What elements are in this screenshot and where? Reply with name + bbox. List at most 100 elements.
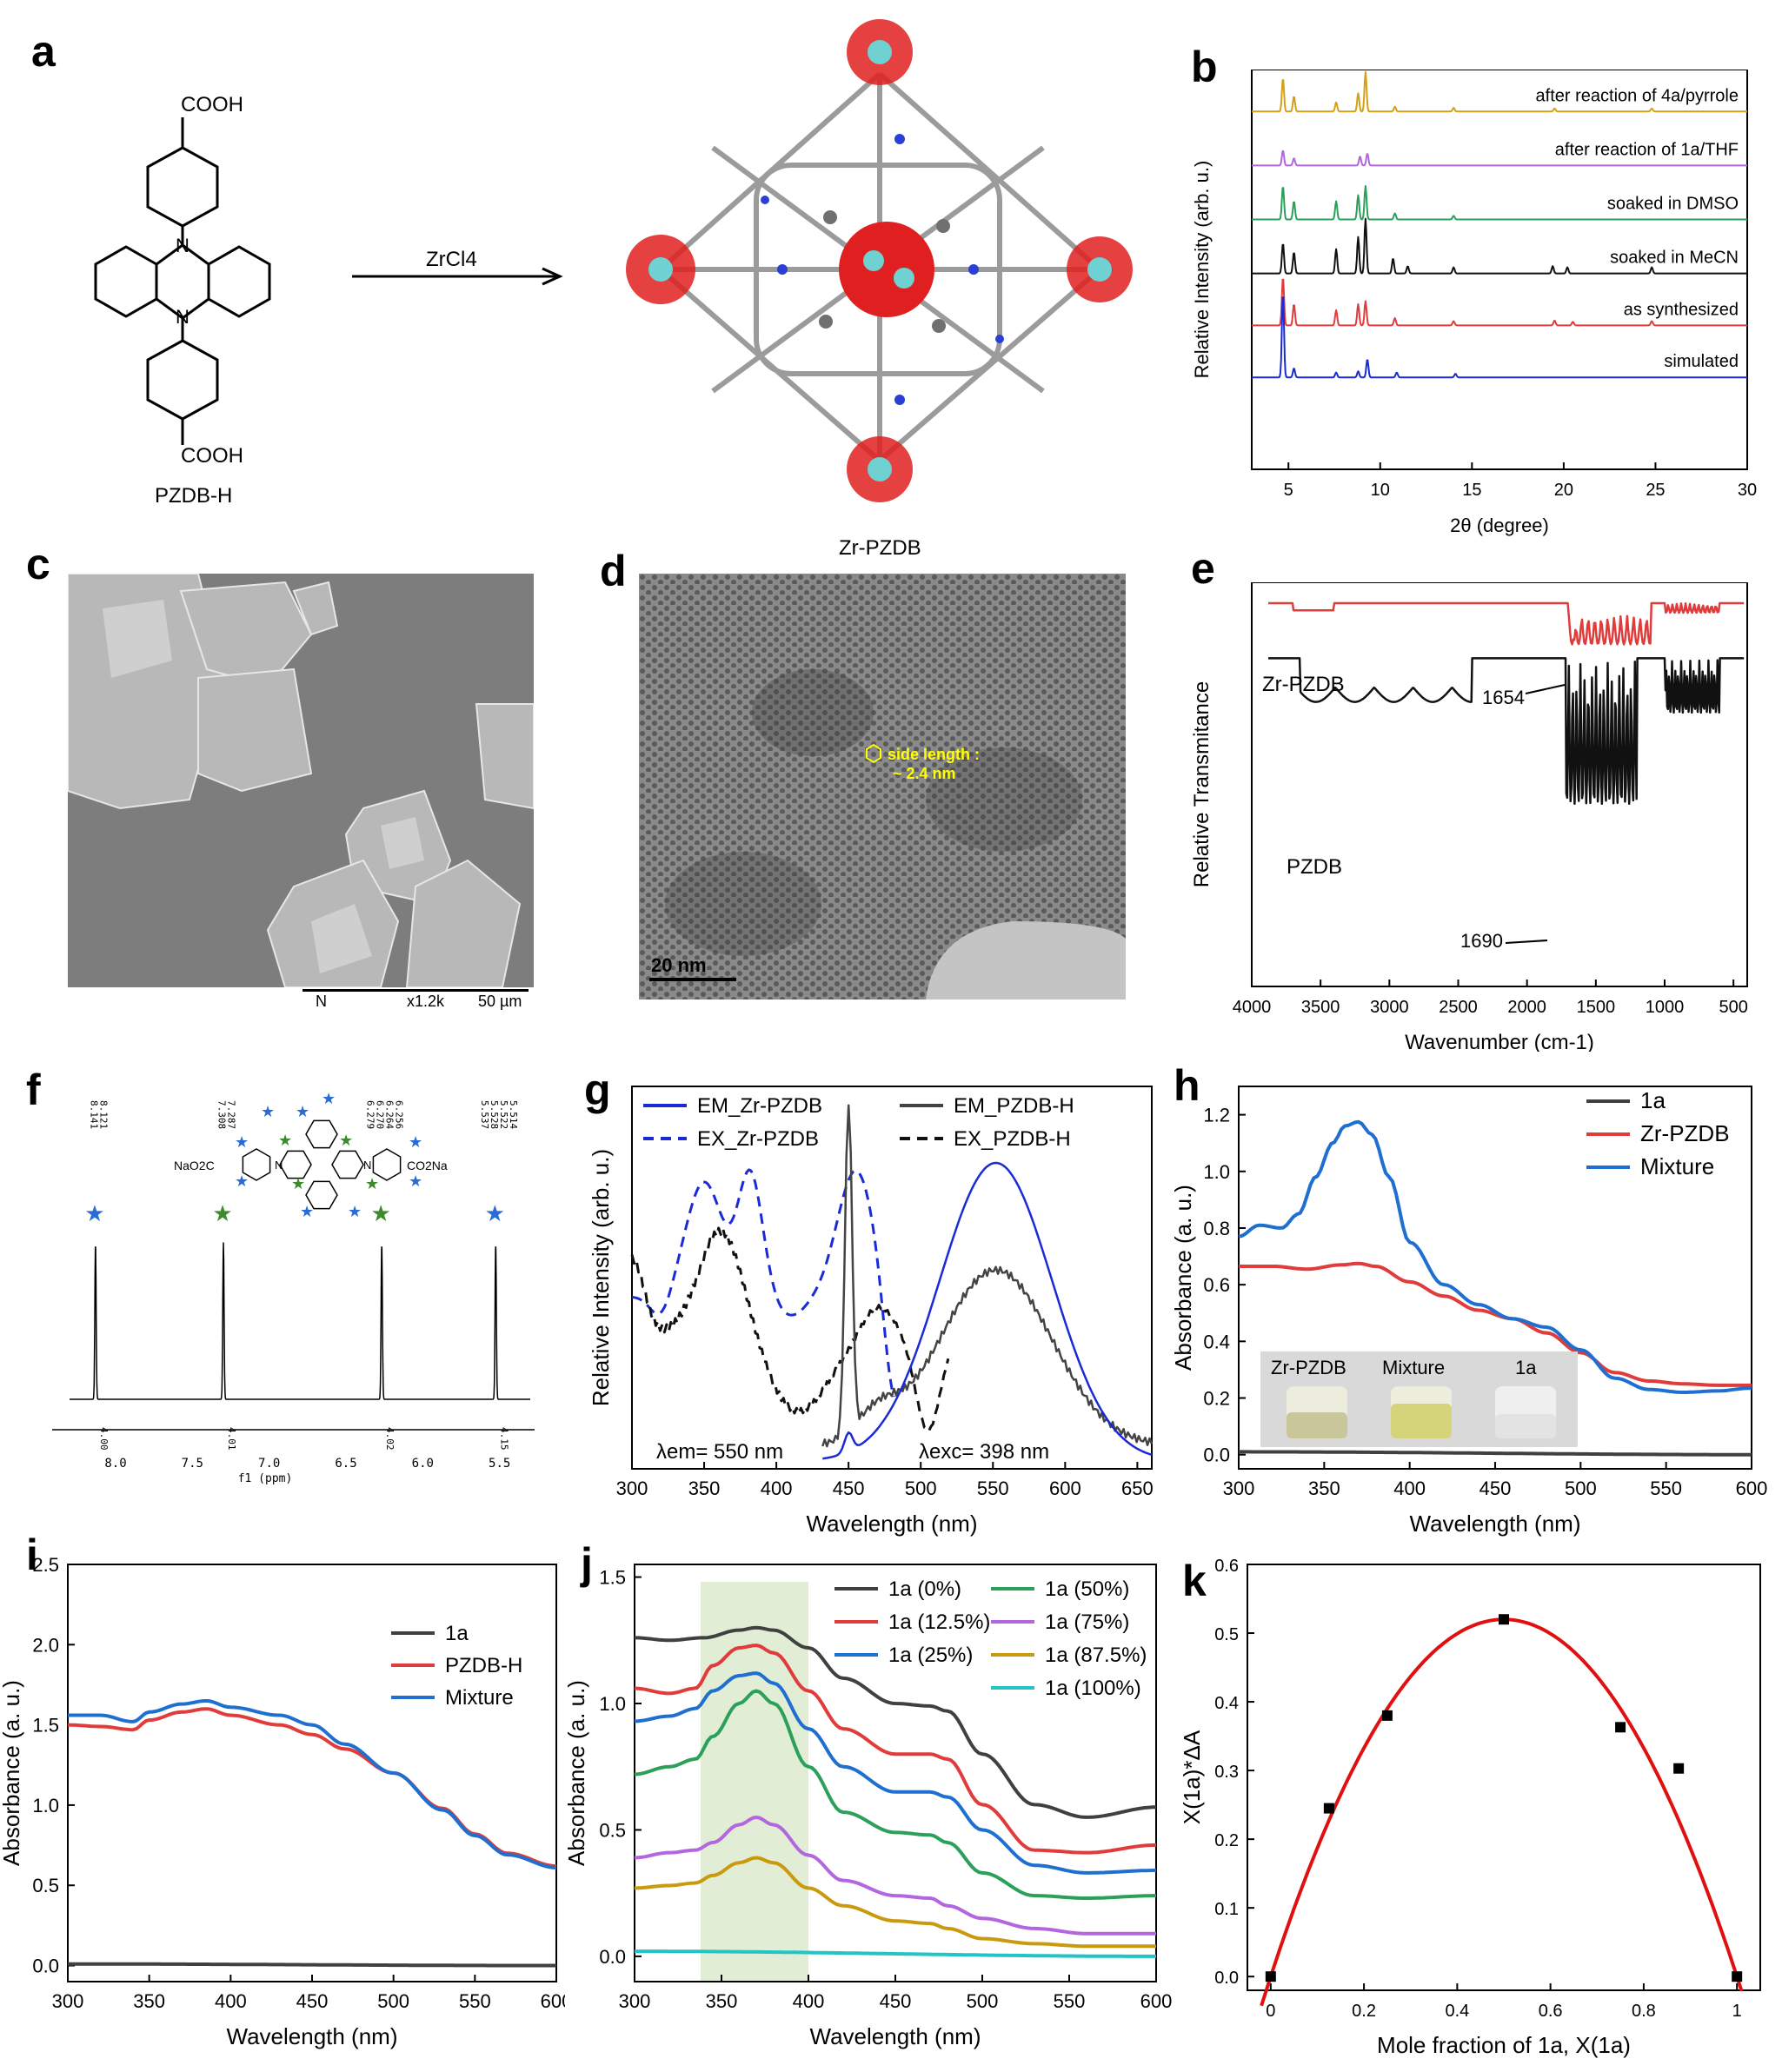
nmr-peak-label: 6.256 bbox=[394, 1100, 405, 1129]
panel-g-letter: g bbox=[584, 1066, 611, 1114]
x-tick-label: 2500 bbox=[1439, 998, 1478, 1017]
panel-f-letter: f bbox=[26, 1066, 41, 1114]
nmr-tick-label: 7.0 bbox=[258, 1457, 280, 1471]
panel-d-letter: d bbox=[600, 547, 627, 595]
panel-j-titration: 300 350 400 450 500 550 600 0.0 0.5 1.0 1.5 Wavelen… bbox=[565, 1564, 1173, 2049]
xrd-series-name: after reaction of 1a/THF bbox=[1555, 140, 1739, 159]
y-tick-label: 0.0 bbox=[599, 1946, 626, 1968]
x-tick-label: 300 bbox=[1223, 1478, 1255, 1499]
vial-label-mixture: Mixture bbox=[1382, 1357, 1446, 1378]
i-legend-label: Mixture bbox=[445, 1686, 514, 1710]
y-tick-label: 1.5 bbox=[32, 1715, 59, 1737]
j-highlight-band bbox=[701, 1582, 808, 1982]
x-tick-label: 0.2 bbox=[1352, 2002, 1376, 2021]
vial-photo: Zr-PZDB Mixture 1a bbox=[1260, 1351, 1578, 1447]
x-tick-label: 0.8 bbox=[1632, 2002, 1656, 2021]
nmr-peak-label: 8.121 bbox=[97, 1100, 109, 1129]
j-series-line bbox=[634, 1815, 1156, 1936]
j-legend-label: 1a (25%) bbox=[888, 1644, 973, 1667]
x-tick-label: 450 bbox=[833, 1478, 865, 1499]
k-data-point bbox=[1323, 1803, 1334, 1814]
k-data-point bbox=[1499, 1614, 1509, 1625]
plot-frame bbox=[1251, 582, 1748, 987]
em-pzdb-h-line bbox=[821, 1104, 1154, 1448]
reagent-label: ZrCl4 bbox=[426, 248, 477, 271]
nmr-peak-label: 7.308 bbox=[216, 1100, 228, 1129]
y-tick-label: 1.0 bbox=[599, 1693, 626, 1715]
plot-frame bbox=[1251, 70, 1748, 470]
tem-side-value: ~ 2.4 nm bbox=[893, 765, 956, 782]
pzdb-structure bbox=[94, 117, 563, 445]
x-tick-label: 3000 bbox=[1370, 998, 1409, 1017]
nmr-mol-star: ★ bbox=[296, 1103, 309, 1120]
xrd-series-name: as synthesized bbox=[1624, 300, 1739, 319]
x-tick-label: 10 bbox=[1371, 481, 1390, 500]
sem-image bbox=[68, 574, 534, 987]
y-tick-label: 0.4 bbox=[1214, 1694, 1239, 1713]
y-tick-label: 1.5 bbox=[599, 1567, 626, 1589]
y-tick-label: 0.5 bbox=[32, 1875, 59, 1896]
y-tick-label: 0.5 bbox=[1214, 1625, 1239, 1644]
x-tick-label: 400 bbox=[215, 1990, 247, 2012]
nmr-mol-star: ★ bbox=[322, 1090, 336, 1107]
x-tick-label: 600 bbox=[1049, 1478, 1081, 1499]
ring bbox=[372, 1148, 402, 1181]
x-tick-label: 1 bbox=[1732, 2002, 1742, 2021]
g-legend-pzdb-label: EX_PZDB-H bbox=[954, 1127, 1071, 1151]
i-series-line bbox=[68, 1962, 556, 1968]
nmr-peak-label: 7.287 bbox=[226, 1100, 237, 1129]
nmr-molecule bbox=[242, 1119, 402, 1210]
vial-label-zr-pzdb: Zr-PZDB bbox=[1271, 1357, 1346, 1378]
panel-e-ftir: 4000 3500 3000 2500 2000 1500 1000 500 Wavenumbe… bbox=[1190, 582, 1748, 1052]
j-legend-label: 1a (75%) bbox=[1045, 1610, 1129, 1634]
x-tick-label: 500 bbox=[967, 1990, 999, 2012]
nmr-peak-label: 5.522 bbox=[498, 1100, 509, 1129]
h-legend-label: Mixture bbox=[1640, 1153, 1714, 1179]
sem-info-bar: N x1.2k 50 µm bbox=[68, 987, 534, 1013]
x-tick-label: 30 bbox=[1738, 481, 1757, 500]
x-tick-label: 20 bbox=[1554, 481, 1573, 500]
nmr-tick-label: 6.5 bbox=[335, 1457, 356, 1471]
panel-i-letter: i bbox=[26, 1531, 38, 1579]
x-tick-label: 600 bbox=[1140, 1990, 1173, 2012]
sem-detector: N bbox=[316, 993, 327, 1010]
nmr-mol-star: ★ bbox=[348, 1203, 362, 1220]
x-tick-label: 300 bbox=[616, 1478, 648, 1499]
x-tick-label: 4000 bbox=[1233, 998, 1272, 1017]
panel-h-uv: 300 350 400 450 500 550 600 0.0 0.2 0.4 0.6 0.8 1.0 1… bbox=[1170, 1086, 1767, 1537]
h-series-line bbox=[1238, 1119, 1752, 1394]
cooh-top: COOH bbox=[181, 93, 243, 116]
x-tick-label: 650 bbox=[1121, 1478, 1154, 1499]
n-top: N bbox=[176, 235, 190, 256]
ring bbox=[242, 1148, 271, 1181]
y-axis-label: Absorbance (a. u.) bbox=[1170, 1185, 1196, 1371]
x-axis-label: Wavelength (nm) bbox=[1410, 1511, 1581, 1537]
x-tick-label: 1500 bbox=[1577, 998, 1616, 1017]
nmr-mol-star: ★ bbox=[261, 1103, 275, 1120]
nmr-peak-label: 6.264 bbox=[384, 1100, 396, 1129]
xrd-series-line bbox=[1251, 217, 1748, 275]
k-data-point bbox=[1732, 1971, 1743, 1982]
nmr-peak-star: ★ bbox=[371, 1200, 391, 1226]
x-axis-label: Wavelength (nm) bbox=[807, 1511, 978, 1537]
x-axis-label: 2θ (degree) bbox=[1450, 515, 1549, 536]
nmr-peak-label: 5.528 bbox=[489, 1100, 500, 1129]
y-tick-label: 0.1 bbox=[1214, 1900, 1239, 1919]
ring bbox=[279, 1150, 312, 1179]
x-tick-label: 2000 bbox=[1507, 998, 1546, 1017]
y-tick-label: 0.4 bbox=[1203, 1331, 1230, 1352]
x-tick-label: 5 bbox=[1284, 481, 1293, 500]
nmr-integral: 4.15 bbox=[498, 1427, 509, 1451]
em-zr-pzdb-line bbox=[822, 1161, 1153, 1460]
x-tick-label: 0 bbox=[1266, 2002, 1275, 2021]
ftir-1690-annotation: 1690 bbox=[1460, 930, 1503, 952]
y-axis-label: Absorbance (a. u.) bbox=[0, 1680, 24, 1866]
y-tick-label: 1.0 bbox=[1203, 1161, 1230, 1183]
ftir-zr-pzdb-line bbox=[1268, 601, 1745, 646]
j-series-line bbox=[635, 1625, 1156, 1819]
h-series-line bbox=[1239, 1450, 1752, 1457]
nmr-integral: 4.01 bbox=[226, 1427, 237, 1451]
y-tick-label: 0.0 bbox=[1203, 1444, 1230, 1466]
x-tick-label: 0.6 bbox=[1539, 2002, 1563, 2021]
j-series-line bbox=[634, 1644, 1157, 1855]
